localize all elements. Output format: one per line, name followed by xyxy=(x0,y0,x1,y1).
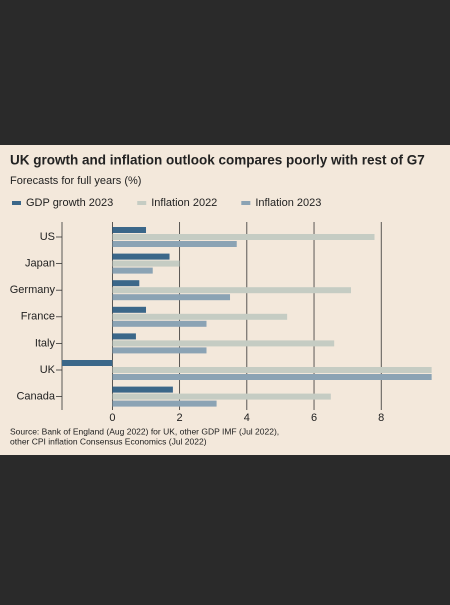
legend-swatch xyxy=(12,201,21,205)
x-tick-label: 8 xyxy=(378,412,384,424)
x-tick-label: 0 xyxy=(109,412,115,424)
y-tick-label: Germany xyxy=(10,284,56,296)
bar xyxy=(112,386,173,393)
x-tick-label: 2 xyxy=(177,412,183,424)
legend-swatch xyxy=(241,201,251,205)
bar xyxy=(112,393,331,400)
y-tick-label: US xyxy=(40,231,55,243)
source-note: Source: Bank of England (Aug 2022) for U… xyxy=(10,426,279,436)
bar xyxy=(112,241,237,247)
bar xyxy=(112,400,217,407)
bar xyxy=(112,320,207,327)
bar xyxy=(112,227,147,233)
legend-label: Inflation 2022 xyxy=(151,197,217,209)
x-tick-label: 6 xyxy=(311,412,317,424)
bar xyxy=(112,306,147,313)
bar xyxy=(112,260,180,267)
bar xyxy=(112,313,288,320)
bar xyxy=(62,360,113,366)
legend-label: GDP growth 2023 xyxy=(26,197,113,209)
chart-subtitle: Forecasts for full years (%) xyxy=(10,175,141,187)
legend-swatch xyxy=(137,201,147,205)
chart-title: UK growth and inflation outlook compares… xyxy=(10,153,425,168)
bar xyxy=(112,333,136,340)
y-tick-label: Canada xyxy=(16,391,55,403)
bar xyxy=(112,347,207,354)
bar xyxy=(112,374,432,380)
bar xyxy=(112,294,231,301)
bar xyxy=(112,267,153,274)
legend-label: Inflation 2023 xyxy=(255,197,321,209)
x-tick-label: 4 xyxy=(244,412,250,424)
bar xyxy=(112,287,351,294)
bar xyxy=(112,280,140,287)
bar xyxy=(112,253,170,260)
bar xyxy=(112,234,375,240)
y-tick-label: Japan xyxy=(25,258,55,270)
bar xyxy=(112,340,335,347)
y-tick-label: UK xyxy=(40,364,56,376)
y-tick-label: Italy xyxy=(35,337,56,349)
y-tick-label: France xyxy=(21,311,55,323)
source-note: other CPI inflation Consensus Economics … xyxy=(10,436,207,446)
bar xyxy=(112,367,432,373)
